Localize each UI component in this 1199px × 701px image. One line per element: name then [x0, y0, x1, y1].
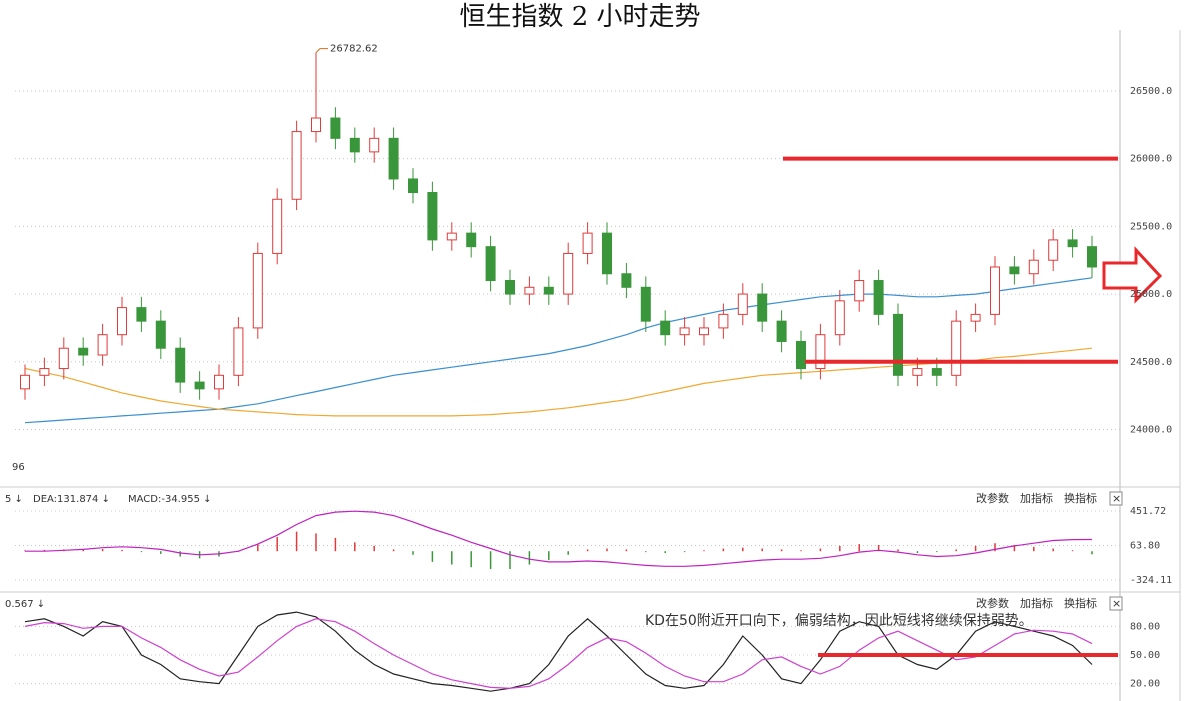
low-label: 96 — [12, 462, 25, 473]
peak-pointer — [315, 48, 328, 54]
candle-body — [466, 232, 477, 248]
y-tick-label: 24000.0 — [1130, 424, 1172, 435]
y-tick-label: 25000.0 — [1130, 289, 1172, 300]
candle-body — [815, 334, 826, 370]
button-box — [1109, 491, 1123, 506]
candle-body — [893, 313, 903, 376]
candle-body — [1009, 266, 1020, 275]
button-box — [1109, 596, 1123, 611]
candle-body — [1067, 239, 1078, 248]
candle-body — [408, 178, 418, 193]
candle-body — [214, 374, 224, 390]
toolbar-button[interactable]: 加指标 — [1020, 491, 1053, 505]
candle-body — [291, 131, 302, 200]
candle-body — [78, 347, 89, 356]
candle-body — [582, 232, 593, 254]
candle-body — [718, 313, 729, 329]
y-tick-label: -324.11 — [1130, 575, 1172, 586]
series-line — [24, 618, 1093, 689]
candle-body — [427, 192, 438, 241]
series-line — [24, 277, 1093, 424]
candle-body — [621, 273, 632, 288]
candle-body — [485, 246, 496, 282]
candle-body — [1028, 259, 1039, 275]
candle-body — [330, 117, 341, 139]
candle-body — [660, 320, 671, 336]
candle-body — [602, 232, 612, 275]
candle-body — [349, 137, 360, 153]
candle-body — [272, 198, 283, 254]
candle-body — [155, 320, 166, 349]
candle-body — [117, 307, 127, 336]
y-tick-label: 25500.0 — [1130, 221, 1172, 232]
y-tick-label: 24500.0 — [1130, 357, 1172, 368]
candle-body — [175, 347, 186, 383]
candle-body — [834, 300, 845, 336]
indicator-label: 5 ↓ — [5, 494, 23, 505]
indicator-label: 0.567 ↓ — [5, 599, 45, 610]
trend-arrow — [1102, 246, 1163, 304]
candle-body — [990, 266, 1000, 315]
candle-body — [524, 286, 535, 295]
indicator-label: MACD:-34.955 ↓ — [128, 494, 212, 505]
candle-body — [543, 286, 554, 295]
candle-body — [446, 232, 457, 241]
toolbar-button[interactable]: 换指标 — [1064, 596, 1097, 610]
y-tick-label: 63.80 — [1130, 541, 1160, 552]
candle-body — [737, 293, 748, 315]
candle-body — [563, 252, 574, 295]
y-tick-label: 20.00 — [1130, 679, 1160, 690]
chart-title: 恒生指数 2 小时走势 — [459, 2, 700, 32]
candle-body — [679, 327, 690, 336]
candle-body — [873, 280, 884, 315]
toolbar-button[interactable]: × — [1112, 492, 1121, 505]
candle-body — [951, 320, 962, 376]
series-line — [24, 347, 1093, 417]
candle-body — [97, 334, 108, 356]
candle-body — [20, 374, 30, 390]
candle-body — [970, 313, 981, 322]
candle-body — [369, 137, 380, 153]
candle-body — [854, 280, 865, 302]
candle-body — [136, 307, 147, 322]
y-tick-label: 50.00 — [1130, 650, 1160, 661]
candle-body — [796, 340, 806, 370]
series-line — [25, 510, 1093, 567]
kd-annotation: KD在50附近开口向下，偏弱结构，因此短线将继续保持弱势。 — [645, 612, 1033, 629]
candle-body — [505, 280, 515, 295]
toolbar-button[interactable]: × — [1112, 597, 1121, 610]
candle-body — [311, 117, 321, 133]
candle-body — [699, 327, 709, 336]
candle-body — [640, 286, 651, 322]
candle-body — [39, 368, 50, 376]
toolbar-button[interactable]: 改参数 — [976, 491, 1009, 505]
toolbar-button[interactable]: 换指标 — [1064, 491, 1097, 505]
y-tick-label: 451.72 — [1130, 506, 1166, 517]
indicator-label: DEA:131.874 ↓ — [33, 494, 110, 505]
candle-body — [757, 293, 768, 322]
candle-body — [912, 368, 923, 376]
candle-body — [388, 137, 399, 180]
candle-body — [931, 368, 942, 376]
candle-body — [776, 320, 787, 342]
toolbar-button[interactable]: 加指标 — [1020, 596, 1053, 610]
candle-body — [58, 347, 69, 370]
y-tick-label: 80.00 — [1130, 621, 1160, 632]
y-tick-label: 26000.0 — [1130, 154, 1172, 165]
candle-body — [1087, 246, 1097, 268]
candle-body — [252, 252, 263, 329]
y-tick-label: 26500.0 — [1130, 86, 1172, 97]
candle-body — [1048, 239, 1059, 261]
candle-body — [194, 381, 205, 390]
candle-body — [233, 327, 244, 376]
peak-label: 26782.62 — [330, 44, 378, 55]
toolbar-button[interactable]: 改参数 — [976, 596, 1009, 610]
series-line — [24, 611, 1093, 692]
